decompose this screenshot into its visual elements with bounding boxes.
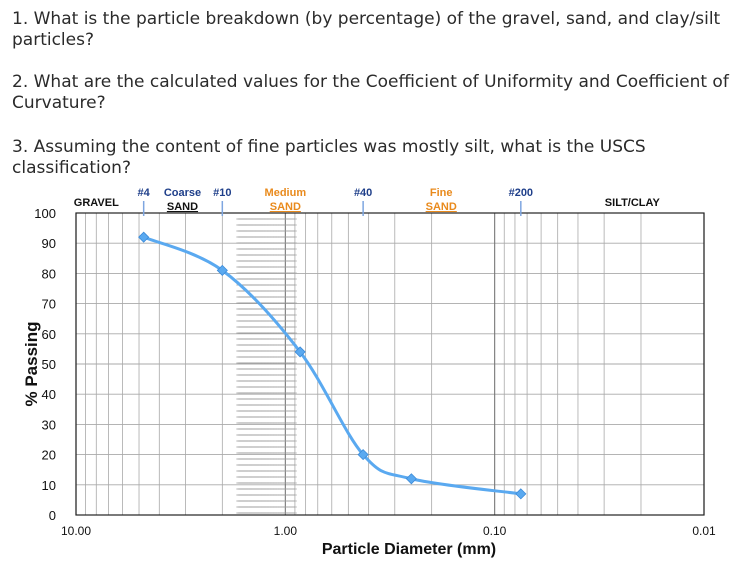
y-tick-label: 80 [42, 266, 56, 281]
y-axis-label: % Passing [22, 321, 41, 406]
y-tick-label: 20 [42, 448, 56, 463]
soil-zone-label: GRAVEL [74, 197, 119, 209]
y-tick-label: 50 [42, 357, 56, 372]
sieve-label: #40 [354, 187, 372, 199]
y-tick-label: 90 [42, 236, 56, 251]
soil-zone-sublabel: SAND [426, 201, 457, 213]
data-point [138, 231, 150, 243]
data-point [294, 346, 306, 358]
y-tick-label: 100 [34, 206, 56, 221]
plot-frame [75, 212, 705, 516]
y-tick-label: 40 [42, 387, 56, 402]
soil-zone-label: Medium [265, 187, 307, 199]
x-tick-label: 0.01 [692, 524, 716, 538]
data-point [515, 488, 527, 500]
question-2: 2. What are the calculated values for th… [12, 72, 729, 113]
data-point [216, 264, 228, 276]
x-tick-label: 0.10 [483, 524, 507, 538]
sieve-label: #4 [138, 187, 151, 199]
y-tick-label: 60 [42, 327, 56, 342]
question-3: 3. Assuming the content of fine particle… [12, 137, 646, 178]
y-tick-label: 0 [49, 508, 56, 523]
y-tick-label: 10 [42, 478, 56, 493]
data-point [357, 449, 369, 461]
x-tick-label: 10.00 [61, 524, 91, 538]
soil-zone-sublabel: SAND [167, 201, 198, 213]
gradation-curve [143, 235, 522, 496]
x-tick-label: 1.00 [274, 524, 298, 538]
data-point [405, 473, 417, 485]
chart-series [138, 231, 527, 500]
soil-zone-label: SILT/CLAY [605, 197, 661, 209]
y-tick-label: 30 [42, 417, 56, 432]
soil-zone-sublabel: SAND [270, 201, 301, 213]
question-1: 1. What is the particle breakdown (by pe… [12, 9, 721, 50]
soil-zone-label: Fine [430, 187, 453, 199]
soil-zone-label: Coarse [164, 187, 201, 199]
sieve-label: #10 [213, 187, 231, 199]
chart-labels: 0 10 20 30 40 50 60 70 80 90 100 10.00 1.00 0.10 0.01 #… [34, 187, 716, 538]
sieve-label: #200 [509, 187, 533, 199]
y-tick-label: 70 [42, 297, 56, 312]
chart-grid [75, 212, 705, 516]
x-axis-label: Particle Diameter (mm) [322, 541, 496, 558]
